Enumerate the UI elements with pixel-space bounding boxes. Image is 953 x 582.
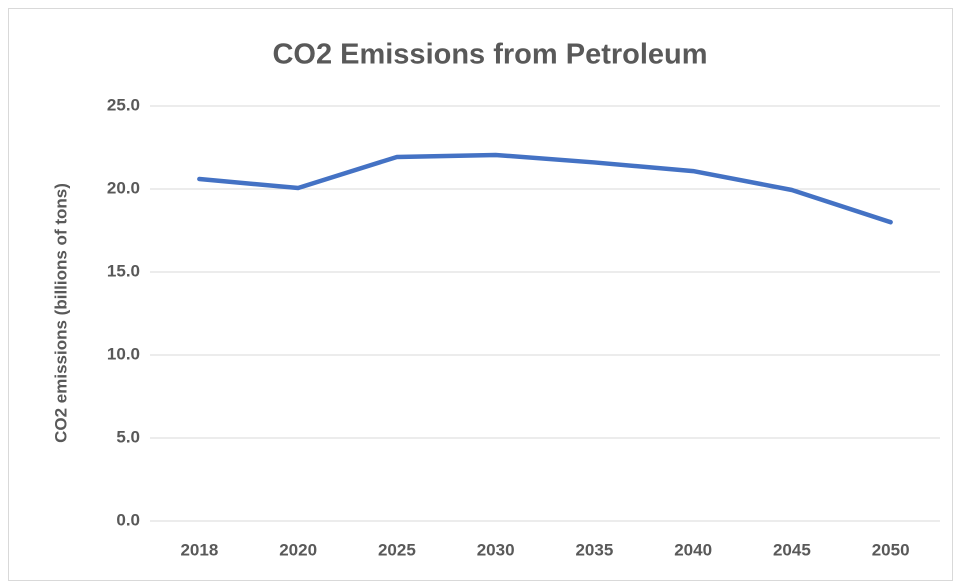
line-series: [197, 152, 893, 225]
x-tick-label: 2018: [180, 540, 218, 559]
y-tick-label: 0.0: [116, 510, 140, 529]
x-tick-label: 2050: [872, 540, 910, 559]
x-tick-label: 2025: [378, 540, 416, 559]
x-tick-label: 2035: [575, 540, 613, 559]
chart-title: CO2 Emissions from Petroleum: [272, 39, 707, 71]
chart-frame: [8, 8, 953, 581]
y-tick-label: 20.0: [107, 178, 140, 197]
x-tick-label: 2040: [674, 540, 712, 559]
y-tick-label: 10.0: [107, 344, 140, 363]
y-tick-label: 15.0: [107, 261, 140, 280]
x-tick-label: 2020: [279, 540, 317, 559]
y-axis-label: CO2 emissions (billions of tons): [51, 183, 70, 443]
x-tick-label: 2030: [477, 540, 515, 559]
y-tick-label: 5.0: [116, 427, 140, 446]
y-tick-label: 25.0: [107, 95, 140, 114]
x-tick-label: 2045: [773, 540, 811, 559]
